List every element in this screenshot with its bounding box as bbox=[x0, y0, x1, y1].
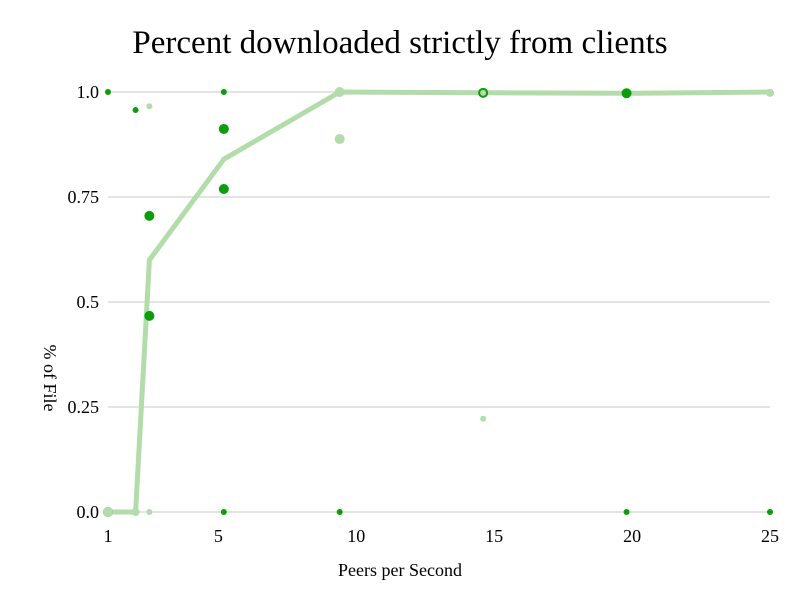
y-tick-label: 1.0 bbox=[77, 82, 100, 102]
x-axis-label: Peers per Second bbox=[338, 560, 462, 580]
light-data-point bbox=[334, 134, 345, 145]
x-tick-label: 25 bbox=[761, 526, 779, 546]
dark-data-point bbox=[218, 184, 229, 195]
x-tick-label: 1 bbox=[104, 526, 113, 546]
light-data-point bbox=[480, 89, 487, 96]
dark-data-point bbox=[336, 509, 343, 515]
light-data-point bbox=[766, 88, 774, 97]
light-data-point bbox=[146, 103, 153, 110]
dark-data-point bbox=[132, 107, 139, 114]
gridlines bbox=[108, 91, 770, 513]
y-tick-label: 0.25 bbox=[68, 397, 100, 417]
x-tick-label: 5 bbox=[214, 526, 223, 546]
light-data-point bbox=[146, 509, 153, 515]
light-data-point bbox=[131, 508, 140, 516]
chart-title: Percent downloaded strictly from clients bbox=[132, 25, 667, 61]
light-data-point bbox=[103, 507, 113, 517]
x-tick-label: 10 bbox=[347, 526, 365, 546]
plot-area bbox=[103, 87, 774, 517]
x-tick-label: 20 bbox=[623, 526, 641, 546]
x-tick-label: 15 bbox=[485, 526, 503, 546]
dark-data-point bbox=[144, 310, 155, 321]
y-tick-label: 0.75 bbox=[68, 187, 100, 207]
dark-data-point bbox=[105, 89, 111, 95]
y-axis-ticks: 0.0 0.25 0.5 0.75 1.0 bbox=[68, 82, 100, 522]
dark-data-point bbox=[144, 210, 155, 221]
trend-line bbox=[105, 89, 773, 515]
dark-data-point bbox=[220, 509, 227, 515]
dark-data-point bbox=[220, 89, 227, 95]
light-data-point bbox=[480, 415, 487, 422]
y-axis-label: % of File bbox=[40, 345, 60, 412]
y-tick-label: 0.5 bbox=[77, 292, 100, 312]
dark-data-point bbox=[767, 509, 773, 515]
light-data-point bbox=[334, 87, 345, 97]
y-tick-label: 0.0 bbox=[77, 502, 100, 522]
dark-data-point bbox=[218, 123, 229, 134]
x-axis-ticks: 1 5 10 15 20 25 bbox=[104, 526, 780, 546]
dark-data-point bbox=[623, 509, 630, 515]
dark-data-point bbox=[621, 88, 632, 99]
